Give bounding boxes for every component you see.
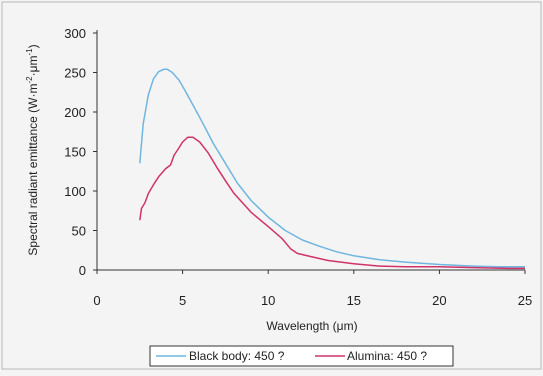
y-tick-label: 0 bbox=[79, 263, 86, 278]
x-tick-label: 15 bbox=[347, 293, 361, 308]
y-tick-label: 50 bbox=[72, 224, 86, 239]
y-axis-label-exp1: -2 bbox=[25, 76, 34, 84]
series-lines bbox=[139, 68, 525, 270]
series-line-black-body bbox=[139, 68, 525, 268]
x-tick-label: 25 bbox=[518, 293, 532, 308]
y-axis-label-main: Spectral radiant emittance (W·m bbox=[26, 84, 40, 256]
legend-box bbox=[149, 345, 454, 367]
x-tick-label: 10 bbox=[261, 293, 275, 308]
plot-frame bbox=[1, 1, 542, 370]
y-tick-label: 100 bbox=[64, 184, 86, 199]
y-axis-label-exp2: -1 bbox=[25, 48, 34, 56]
x-tick-label: 5 bbox=[179, 293, 186, 308]
y-axis-label: Spectral radiant emittance (W·m-2·μm-1) bbox=[25, 44, 40, 255]
legend-label-alumina: Alumina: 450 ? bbox=[347, 349, 427, 363]
y-tick-label: 200 bbox=[64, 105, 86, 120]
y-tick-label: 250 bbox=[64, 66, 86, 81]
legend: Black body: 450 ? Alumina: 450 ? bbox=[149, 345, 454, 367]
y-tick-label: 300 bbox=[64, 26, 86, 41]
y-tick-label: 150 bbox=[64, 145, 86, 160]
y-axis-label-mid: ·μm bbox=[26, 56, 40, 77]
svg-text:Spectral radiant emittance (W·: Spectral radiant emittance (W·m-2·μm-1) bbox=[25, 44, 40, 255]
x-tick-label: 0 bbox=[93, 293, 100, 308]
x-axis-label: Wavelength (μm) bbox=[266, 319, 357, 333]
legend-label-black-body: Black body: 450 ? bbox=[189, 349, 285, 363]
ticks: 0 50 100 150 200 250 300 0 5 10 15 20 25 bbox=[64, 26, 532, 308]
x-tick-label: 20 bbox=[432, 293, 446, 308]
series-line-alumina bbox=[139, 136, 525, 270]
y-axis-label-end: ) bbox=[26, 44, 40, 48]
